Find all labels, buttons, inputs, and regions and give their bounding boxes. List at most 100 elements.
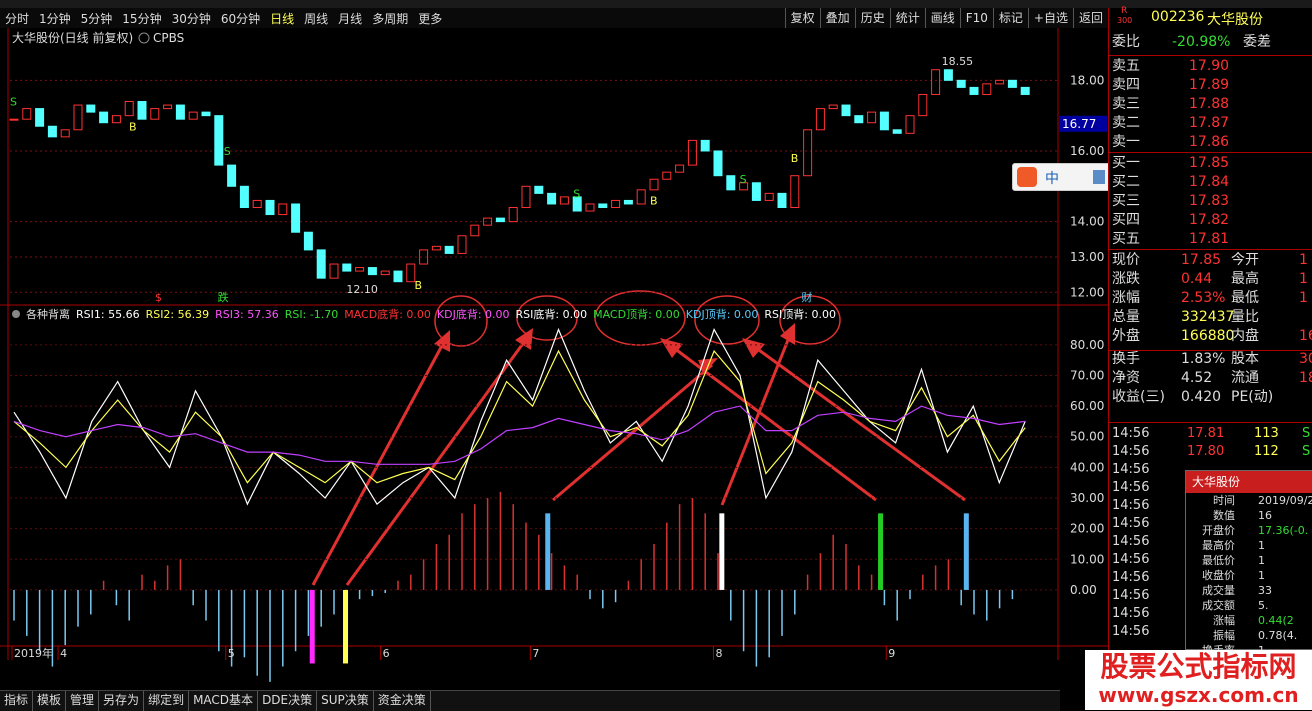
- cell: 17.81: [1187, 426, 1225, 441]
- timeframe-tab[interactable]: 分时: [5, 11, 30, 26]
- y-tick-label: 13.00: [1070, 250, 1104, 264]
- cell: 卖五: [1112, 58, 1140, 74]
- candle: [995, 79, 1005, 85]
- cell: 0.44: [1181, 271, 1213, 287]
- arrow: [345, 337, 529, 586]
- icon: [138, 32, 150, 44]
- candle: [137, 101, 147, 120]
- timeframe-tab[interactable]: 1分钟: [39, 11, 71, 26]
- tool-button[interactable]: 叠加: [819, 8, 855, 28]
- candle: [892, 129, 902, 134]
- divergence-signal: [309, 589, 315, 664]
- timeframe-tab[interactable]: 周线: [304, 11, 329, 26]
- cell: 卖三: [1112, 96, 1140, 112]
- arrow: [552, 363, 713, 502]
- tool-button[interactable]: 画线: [924, 8, 960, 28]
- candle: [611, 199, 621, 209]
- timeframe-tab[interactable]: 30分钟: [171, 11, 211, 26]
- cell: 买三: [1112, 193, 1140, 209]
- stat-row: 收益(三) 0.420 PE(动): [1109, 388, 1312, 407]
- y-tick-label: 20.00: [1070, 522, 1104, 536]
- cell: 内盘: [1231, 328, 1259, 344]
- cell: 最高: [1231, 271, 1259, 287]
- candle: [649, 178, 659, 191]
- cell: 收益(三): [1112, 389, 1165, 405]
- cell: 卖二: [1112, 115, 1140, 131]
- bottom-tab[interactable]: 模板: [33, 691, 67, 711]
- legend-entry: RSI2: 56.39: [146, 308, 210, 321]
- current-price-box: [1059, 115, 1107, 132]
- tool-button[interactable]: 历史: [854, 8, 890, 28]
- candle: [879, 111, 889, 131]
- bottom-tab[interactable]: 管理: [66, 691, 100, 711]
- timeframe-tab[interactable]: 日线: [270, 11, 295, 26]
- candle: [828, 104, 838, 110]
- candle: [227, 164, 237, 187]
- stat-row: 现价 17.85 今开 1: [1109, 251, 1312, 270]
- bottom-tab[interactable]: 资金决策: [374, 691, 431, 711]
- tick-row: 14:56: [1109, 478, 1312, 497]
- cell: 14:56: [1112, 606, 1150, 621]
- y-tick-label: 0.00: [1070, 583, 1097, 597]
- timeframe-tab[interactable]: 多周期: [372, 11, 409, 26]
- bottom-tab[interactable]: 绑定到: [144, 691, 190, 711]
- bottom-tab[interactable]: SUP决策: [317, 691, 374, 711]
- candle: [73, 104, 83, 131]
- candle: [22, 108, 32, 120]
- cell: 17.82: [1189, 212, 1230, 228]
- cell: S: [1302, 444, 1311, 459]
- tool-button[interactable]: 标记: [992, 8, 1028, 28]
- bottom-tab[interactable]: DDE决策: [258, 691, 318, 711]
- tool-button[interactable]: 返回: [1072, 8, 1108, 28]
- popup-label: 成交额: [1202, 599, 1235, 612]
- tool-button[interactable]: 统计: [889, 8, 925, 28]
- stock-name: 大华股份: [1207, 12, 1263, 28]
- cell: 1: [1299, 271, 1308, 287]
- candle: [969, 86, 979, 95]
- legend-entry: MACD顶背: 0.00: [593, 307, 680, 321]
- tool-button[interactable]: 复权: [784, 8, 820, 28]
- bottom-tab[interactable]: 另存为: [99, 691, 145, 711]
- timeframe-tab[interactable]: 5分钟: [80, 11, 113, 26]
- divergence-signal: [343, 589, 349, 664]
- bottom-tab[interactable]: MACD基本: [189, 691, 259, 711]
- legend-entry: RSI3: 57.36: [215, 308, 279, 321]
- timeframe-tab[interactable]: 60分钟: [220, 11, 261, 26]
- cell: 18: [1299, 370, 1312, 386]
- legend-entry: RSI1: 55.66: [76, 308, 140, 321]
- bottom-tab[interactable]: 指标: [0, 691, 34, 711]
- candle: [931, 69, 941, 95]
- popup-row: 成交量 33: [1186, 583, 1312, 598]
- candle: [943, 69, 953, 81]
- cell: 14:56: [1112, 462, 1150, 477]
- timeframe-tab[interactable]: 15分钟: [122, 11, 162, 26]
- cell: 17.80: [1187, 444, 1225, 459]
- timeframe-tab[interactable]: 更多: [418, 11, 443, 26]
- tool-button[interactable]: F10: [959, 8, 993, 28]
- price-annotation: 18.55: [942, 55, 974, 68]
- event-marker: 跌: [218, 290, 229, 304]
- y-tick-label: 10.00: [1070, 552, 1104, 566]
- cell: 14:56: [1112, 552, 1150, 567]
- candle: [815, 108, 825, 131]
- cell: 14:56: [1112, 444, 1150, 459]
- cell: 17.84: [1189, 174, 1230, 190]
- cell: 买四: [1112, 212, 1140, 228]
- candle: [278, 203, 288, 216]
- cell: 30: [1299, 351, 1312, 367]
- tool-button[interactable]: +自选: [1027, 8, 1073, 28]
- annotations-layer: [311, 290, 966, 586]
- candle: [470, 224, 480, 237]
- tick-row: 14:56: [1109, 496, 1312, 515]
- divergence-signal: [878, 513, 884, 590]
- cell: 14:56: [1112, 516, 1150, 531]
- popup-row: 振幅 0.78(4.: [1186, 628, 1312, 643]
- signal-marker: S: [740, 173, 747, 186]
- candle: [508, 207, 518, 223]
- tick-row: 14:56 17.81 113 S: [1109, 424, 1312, 443]
- popup-value: 0.44(2: [1258, 614, 1294, 627]
- candle: [547, 192, 557, 205]
- candle: [342, 263, 352, 272]
- bid-row: 买五 17.81: [1109, 230, 1312, 249]
- timeframe-tab[interactable]: 月线: [338, 11, 363, 26]
